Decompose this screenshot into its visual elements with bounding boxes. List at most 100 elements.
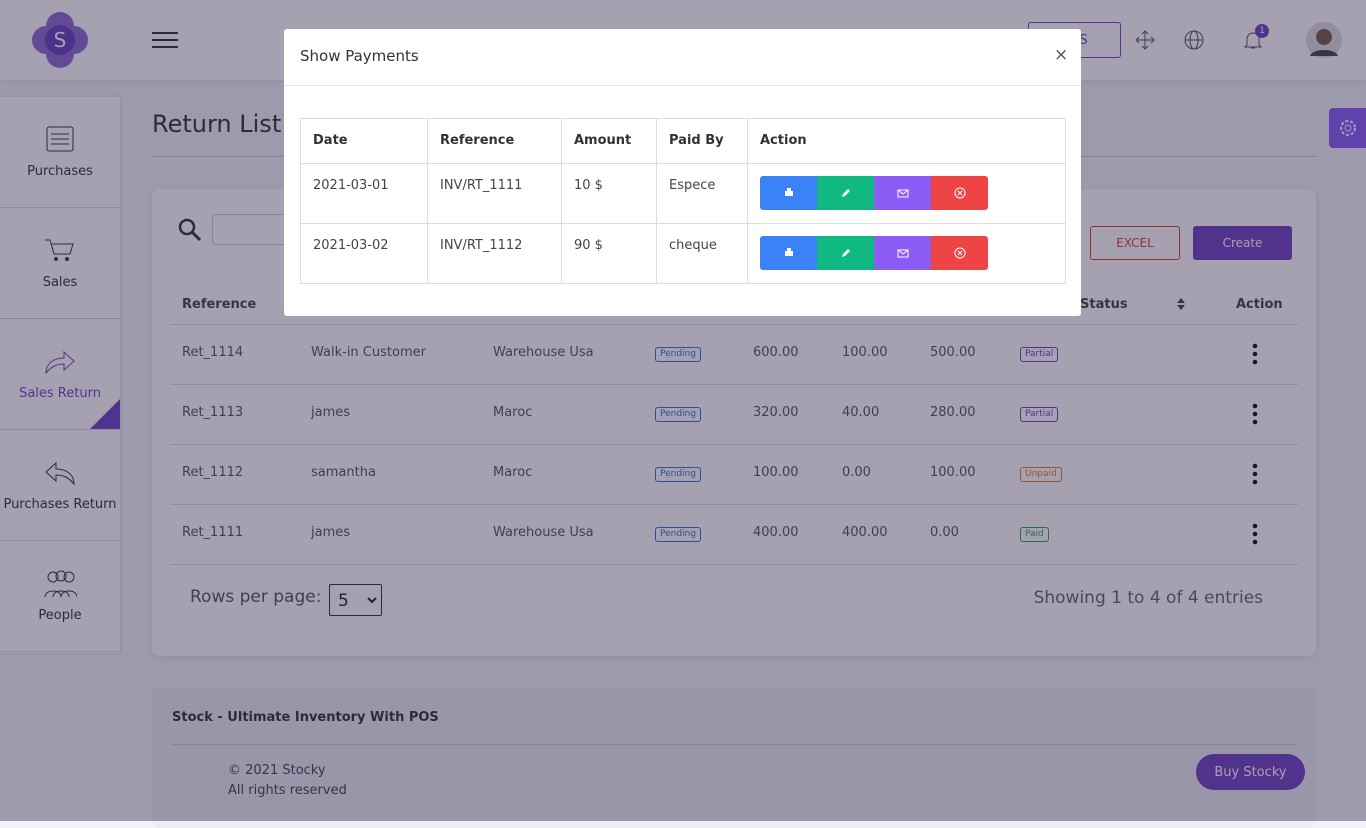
sidebar-icon — [45, 461, 75, 486]
row-divider — [170, 444, 1298, 445]
payments-cell: INV/RT_1112 — [440, 238, 523, 253]
column-header: Action — [1236, 297, 1283, 312]
language-icon[interactable] — [1184, 30, 1204, 50]
table-border — [427, 118, 428, 283]
delete-button[interactable] — [931, 236, 988, 270]
sidebar-icon — [45, 239, 74, 261]
fullscreen-icon[interactable] — [1135, 30, 1155, 50]
modal-divider — [284, 85, 1081, 86]
sidebar-icon — [45, 350, 75, 375]
button-icon — [784, 248, 793, 256]
cell: Ret_1111 — [182, 525, 244, 540]
row-divider — [170, 504, 1298, 505]
sidebar-label: Sales Return — [19, 386, 101, 401]
payments-header: Amount — [574, 133, 632, 148]
column-header: Reference — [182, 297, 257, 312]
sidebar-label: People — [38, 608, 82, 623]
payment-badge: Unpaid — [1020, 467, 1062, 482]
button-icon — [841, 249, 850, 257]
sidebar-label: Sales — [42, 275, 78, 290]
row-actions[interactable] — [1250, 463, 1260, 485]
search-icon — [178, 218, 202, 242]
cell: Ret_1113 — [182, 405, 244, 420]
cell: james — [311, 525, 351, 540]
cell: Warehouse Usa — [493, 345, 594, 360]
cell: 0.00 — [930, 525, 959, 540]
sidebar: Purchases Sales Sales Return Purchases Retu… — [0, 97, 120, 653]
row-actions[interactable] — [1250, 403, 1260, 425]
button-icon — [897, 189, 908, 198]
cell: Ret_1114 — [182, 345, 244, 360]
payments-cell: 2021-03-01 — [313, 178, 389, 193]
payments-header: Date — [313, 133, 348, 148]
delete-button[interactable] — [931, 176, 988, 210]
table-border — [747, 118, 748, 283]
payments-header: Paid By — [669, 133, 724, 148]
sidebar-item[interactable]: Purchases Return — [0, 430, 120, 541]
logo[interactable]: S — [30, 10, 90, 70]
sidebar-item[interactable]: Purchases — [0, 97, 120, 208]
print-button[interactable] — [760, 236, 817, 270]
payment-badge: Paid — [1020, 527, 1049, 542]
settings-tab[interactable] — [1329, 108, 1366, 148]
cell: Maroc — [493, 405, 533, 420]
cell: 400.00 — [753, 525, 799, 540]
cell: 100.00 — [930, 465, 976, 480]
settings-icon — [1339, 120, 1356, 136]
sidebar-item[interactable]: Sales Return — [0, 319, 120, 430]
cell: 40.00 — [842, 405, 880, 420]
sort-icon[interactable] — [1176, 297, 1186, 311]
email-button[interactable] — [874, 176, 931, 210]
status-badge: Pending — [655, 407, 701, 422]
row-actions[interactable] — [1250, 343, 1260, 365]
cell: Ret_1112 — [182, 465, 244, 480]
payments-cell: cheque — [669, 238, 717, 253]
excel-button[interactable]: EXCEL — [1090, 226, 1180, 260]
edit-button[interactable] — [817, 176, 874, 210]
rows-per-page-label: Rows per page: — [190, 587, 322, 607]
row-divider — [170, 384, 1298, 385]
payments-header: Reference — [440, 133, 515, 148]
entries-info: Showing 1 to 4 of 4 entries — [1033, 588, 1263, 608]
cell: 500.00 — [930, 345, 976, 360]
cell: 280.00 — [930, 405, 976, 420]
logo-letter: S — [54, 28, 67, 52]
footer-divider — [172, 744, 1296, 745]
modal-close[interactable]: × — [1054, 45, 1069, 65]
payments-table — [300, 118, 1066, 284]
column-header[interactable]: Status — [1080, 297, 1128, 312]
print-button[interactable] — [760, 176, 817, 210]
button-icon — [954, 247, 965, 259]
status-badge: Pending — [655, 527, 701, 542]
footer-title: Stock - Ultimate Inventory With POS — [172, 710, 439, 725]
rows-per-page-select[interactable]: 5 — [329, 584, 382, 616]
table-border — [561, 118, 562, 283]
menu-toggle[interactable] — [152, 32, 178, 48]
create-button[interactable]: Create — [1193, 226, 1292, 260]
user-avatar[interactable] — [1306, 22, 1342, 58]
cell: 100.00 — [842, 345, 888, 360]
sidebar-item[interactable]: Sales — [0, 208, 120, 319]
active-marker — [90, 399, 120, 429]
modal: Show Payments × Date Reference Amount Paid … — [284, 29, 1081, 316]
footer-rights: All rights reserved — [228, 783, 347, 798]
email-button[interactable] — [874, 236, 931, 270]
edit-button[interactable] — [817, 236, 874, 270]
button-icon — [897, 249, 908, 258]
row-actions[interactable] — [1250, 523, 1260, 545]
cell: james — [311, 405, 351, 420]
button-icon — [954, 187, 965, 199]
cell: Walk-in Customer — [311, 345, 426, 360]
payments-cell: Espece — [669, 178, 716, 193]
cell: 400.00 — [842, 525, 888, 540]
header-divider — [170, 324, 1298, 325]
button-icon — [841, 189, 850, 197]
sidebar-item[interactable]: People — [0, 541, 120, 652]
cell: samantha — [311, 465, 376, 480]
payments-cell: INV/RT_1111 — [440, 178, 523, 193]
buy-button[interactable]: Buy Stocky — [1196, 754, 1305, 790]
cell: 100.00 — [753, 465, 799, 480]
payment-badge: Partial — [1020, 407, 1059, 422]
table-border — [300, 223, 1065, 224]
footer: Stock - Ultimate Inventory With POS © 20… — [152, 688, 1316, 828]
